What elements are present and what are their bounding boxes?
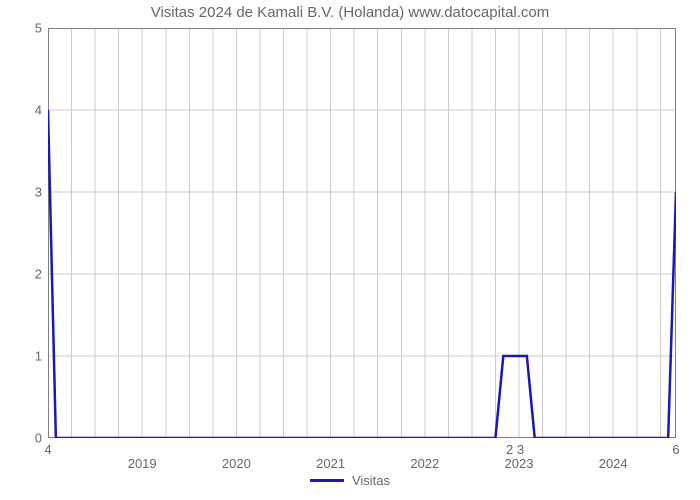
y-tick-label: 4 <box>35 103 42 118</box>
x-tick-label: 2021 <box>316 456 345 471</box>
chart-plot-area: 01234520192020202120222023202442 36 <box>48 28 676 438</box>
x-endpoint-label: 2 3 <box>506 442 524 457</box>
y-tick-label: 2 <box>35 267 42 282</box>
x-tick-label: 2019 <box>128 456 157 471</box>
x-tick-label: 2022 <box>410 456 439 471</box>
x-endpoint-label: 4 <box>44 442 51 457</box>
x-tick-label: 2020 <box>222 456 251 471</box>
legend-swatch <box>310 479 344 482</box>
y-tick-label: 0 <box>35 431 42 446</box>
y-tick-label: 5 <box>35 21 42 36</box>
x-endpoint-label: 6 <box>672 442 679 457</box>
y-tick-label: 1 <box>35 349 42 364</box>
x-tick-label: 2024 <box>599 456 628 471</box>
x-tick-label: 2023 <box>505 456 534 471</box>
y-tick-label: 3 <box>35 185 42 200</box>
chart-legend: Visitas <box>0 472 700 488</box>
chart-title: Visitas 2024 de Kamali B.V. (Holanda) ww… <box>0 4 700 21</box>
legend-label: Visitas <box>352 473 390 488</box>
